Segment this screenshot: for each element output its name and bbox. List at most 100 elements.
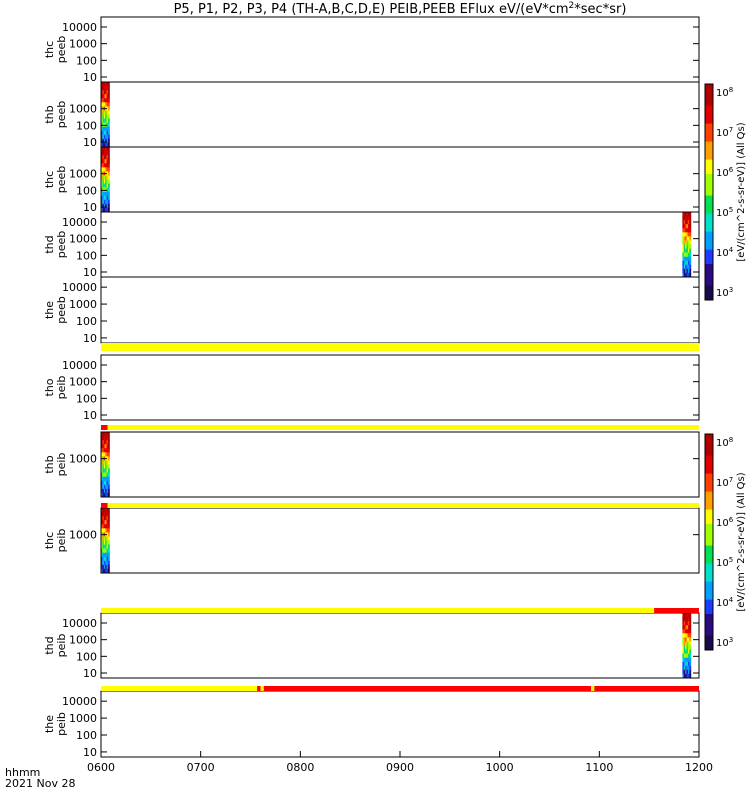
panel-label: thbpeeb xyxy=(43,101,68,129)
spectrogram-cell xyxy=(106,540,109,546)
colorbar-tick-label: 104 xyxy=(716,596,734,609)
spectrogram-cell xyxy=(102,452,105,457)
spectrogram-cell xyxy=(686,649,689,655)
colorbar-swatch xyxy=(705,130,713,135)
spectrogram-cell xyxy=(101,528,103,533)
spectrogram-cell xyxy=(102,134,105,140)
spectrogram-cell xyxy=(101,199,103,205)
spectrogram-cell xyxy=(101,484,103,490)
spectrogram-cell xyxy=(103,142,106,148)
spectrogram-cell xyxy=(105,159,108,164)
colorbar-swatch xyxy=(705,134,713,139)
spectrogram-cell xyxy=(107,512,110,517)
y-tick-label: 10000 xyxy=(62,21,97,34)
spectrogram-cell xyxy=(102,179,105,185)
spectrogram-cell xyxy=(107,203,110,209)
spectrogram-cell xyxy=(107,560,110,566)
spectrogram-cell xyxy=(107,195,110,201)
spectrogram-cell xyxy=(683,653,686,659)
colorbar-swatch xyxy=(705,285,713,290)
spectrogram-cell xyxy=(103,492,106,498)
spectrogram-cell xyxy=(105,90,108,95)
colorbar-swatch xyxy=(705,484,713,489)
spectrogram-cell xyxy=(685,228,688,233)
spectrogram-cell xyxy=(687,633,690,638)
spectrogram-cell xyxy=(106,488,109,494)
spectrogram-cell xyxy=(102,512,105,517)
spectrogram-cell xyxy=(101,155,103,160)
colorbar-swatch xyxy=(705,509,713,514)
spectrogram-cell xyxy=(107,492,110,498)
spectrogram-cell xyxy=(107,82,110,87)
spectrogram-cell xyxy=(101,508,103,513)
spectrogram-cell xyxy=(686,244,689,250)
spectrogram-cell xyxy=(689,657,692,663)
spectrogram-cell xyxy=(689,220,692,225)
spectrogram-cell xyxy=(683,637,686,642)
colorbar-swatch xyxy=(705,274,713,279)
spectrogram-cell xyxy=(102,528,105,533)
colorbar-swatch xyxy=(705,556,713,561)
spectrogram-cell xyxy=(101,440,103,445)
spectrogram-cell xyxy=(107,179,110,185)
x-tick-label: 0700 xyxy=(187,761,215,774)
spectrogram-cell xyxy=(103,484,106,490)
spectrogram-cell xyxy=(102,130,105,136)
colorbar-swatch xyxy=(705,282,713,287)
colorbar-swatch xyxy=(705,444,713,449)
spectrogram-cell xyxy=(107,440,110,445)
colorbar-swatch xyxy=(705,199,713,204)
colorbar-tick-label: 107 xyxy=(716,476,733,489)
spectrogram-cell xyxy=(686,641,689,646)
spectrogram-cell xyxy=(687,613,690,618)
spectrogram-cell xyxy=(682,645,685,651)
spectrogram-cell xyxy=(687,232,690,237)
spectrogram-cell xyxy=(105,536,108,541)
spectrogram-cell xyxy=(103,126,106,132)
spectrogram-cell xyxy=(106,552,109,558)
spectrogram-cell xyxy=(683,617,686,622)
spectrogram-cell xyxy=(686,260,689,266)
spectrogram-cell xyxy=(101,444,103,449)
spectrogram-cell xyxy=(106,436,109,441)
spectrogram-cell xyxy=(105,520,108,525)
spectrogram-cell xyxy=(102,94,105,99)
colorbar-swatch xyxy=(705,639,713,644)
x-tick-label: 0600 xyxy=(87,761,115,774)
spectrogram-cell xyxy=(103,195,106,201)
spectrogram-cell xyxy=(107,90,110,95)
spectrogram-cell xyxy=(105,110,108,115)
spectrogram-cell xyxy=(103,524,106,529)
spectrogram-cell xyxy=(106,134,109,140)
panel-probe-label: thc xyxy=(43,171,56,188)
spectrogram-cell xyxy=(107,548,110,554)
spectrogram-cell xyxy=(103,432,106,437)
panel-product-label: peib xyxy=(55,634,68,658)
colorbar-tick-base: 10 xyxy=(716,288,729,299)
colorbar-swatch xyxy=(705,206,713,211)
colorbar-tick-base: 10 xyxy=(716,88,729,99)
spectrogram-cell xyxy=(683,665,686,671)
spectrogram-cell xyxy=(107,187,110,193)
spectrogram-cell xyxy=(682,212,685,217)
spectrogram-cell xyxy=(103,552,106,558)
colorbar-swatch xyxy=(705,624,713,629)
colorbar-swatch xyxy=(705,292,713,297)
spectrogram-cell xyxy=(689,260,692,266)
spectrogram-cell xyxy=(683,224,686,229)
mode-bar-segment xyxy=(257,686,261,691)
spectrogram-cell xyxy=(101,118,103,124)
spectrogram-cell xyxy=(105,207,108,213)
spectrogram-cell xyxy=(105,183,108,189)
colorbar-swatch xyxy=(705,188,713,193)
spectrogram-cell xyxy=(102,110,105,115)
colorbar-swatch xyxy=(705,253,713,258)
spectrogram-cell xyxy=(106,556,109,562)
spectrogram-cell xyxy=(105,86,108,91)
colorbar-swatch xyxy=(705,87,713,92)
spectrogram-cell xyxy=(101,512,103,517)
spectrogram-cell xyxy=(105,118,108,124)
spectrogram-cell xyxy=(102,98,105,103)
colorbar-tick-base: 10 xyxy=(716,478,729,489)
mode-bar-segment xyxy=(107,425,699,430)
